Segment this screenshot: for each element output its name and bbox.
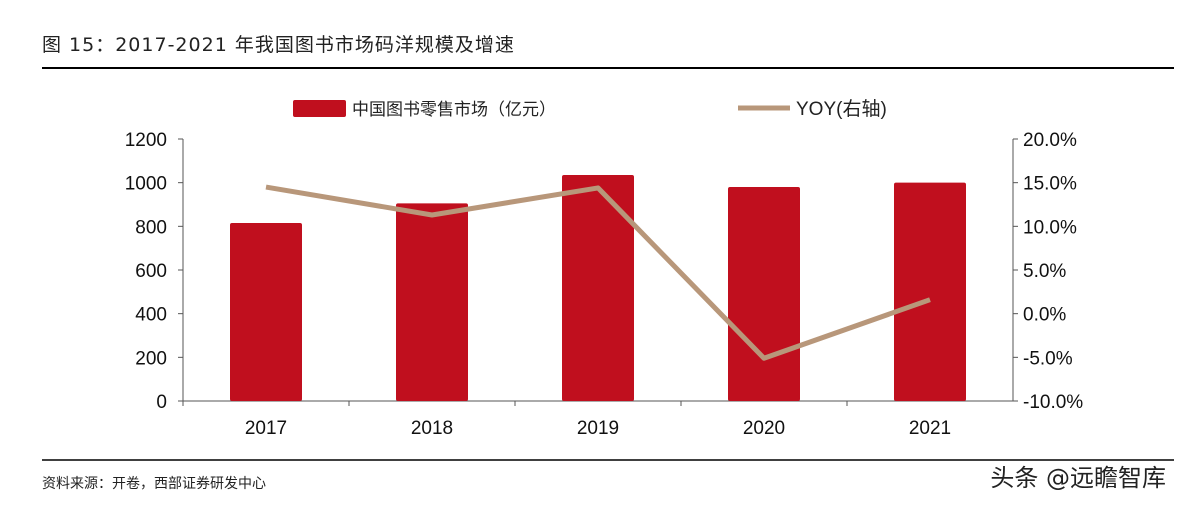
left-tick-label: 1000 bbox=[125, 174, 167, 195]
legend-label-bar: 中国图书零售市场（亿元） bbox=[352, 100, 556, 119]
bar-2018 bbox=[396, 203, 468, 401]
left-tick-label: 200 bbox=[135, 348, 167, 369]
bar-2020 bbox=[728, 187, 800, 401]
left-tick-label: 400 bbox=[135, 305, 167, 326]
legend-label-line: YOY(右轴) bbox=[796, 98, 887, 120]
watermark: 头条 @远瞻智库 bbox=[990, 464, 1166, 492]
legend: 中国图书零售市场（亿元） YOY(右轴) bbox=[293, 98, 887, 120]
x-tick-label: 2017 bbox=[245, 418, 287, 439]
left-tick-label: 1200 bbox=[125, 130, 167, 151]
right-tick-label: 20.0% bbox=[1023, 130, 1077, 151]
bar-2019 bbox=[562, 175, 634, 401]
right-tick-label: 5.0% bbox=[1023, 261, 1066, 282]
left-tick-label: 800 bbox=[135, 217, 167, 238]
right-tick-label: 0.0% bbox=[1023, 305, 1066, 326]
right-tick-label: 10.0% bbox=[1023, 217, 1077, 238]
x-tick-label: 2018 bbox=[411, 418, 453, 439]
legend-swatch-bar bbox=[293, 100, 346, 117]
right-tick-label: 15.0% bbox=[1023, 174, 1077, 195]
x-tick-label: 2020 bbox=[743, 418, 785, 439]
right-tick-label: -5.0% bbox=[1023, 348, 1073, 369]
left-tick-label: 600 bbox=[135, 261, 167, 282]
x-tick-label: 2021 bbox=[909, 418, 951, 439]
bar-2021 bbox=[894, 182, 966, 401]
right-tick-label: -10.0% bbox=[1023, 392, 1083, 413]
chart-title: 图 15：2017-2021 年我国图书市场码洋规模及增速 bbox=[42, 34, 515, 56]
bar-2017 bbox=[230, 223, 302, 401]
source-note: 资料来源：开卷，西部证券研发中心 bbox=[42, 476, 266, 492]
x-tick-label: 2019 bbox=[577, 418, 619, 439]
left-tick-label: 0 bbox=[156, 392, 167, 413]
